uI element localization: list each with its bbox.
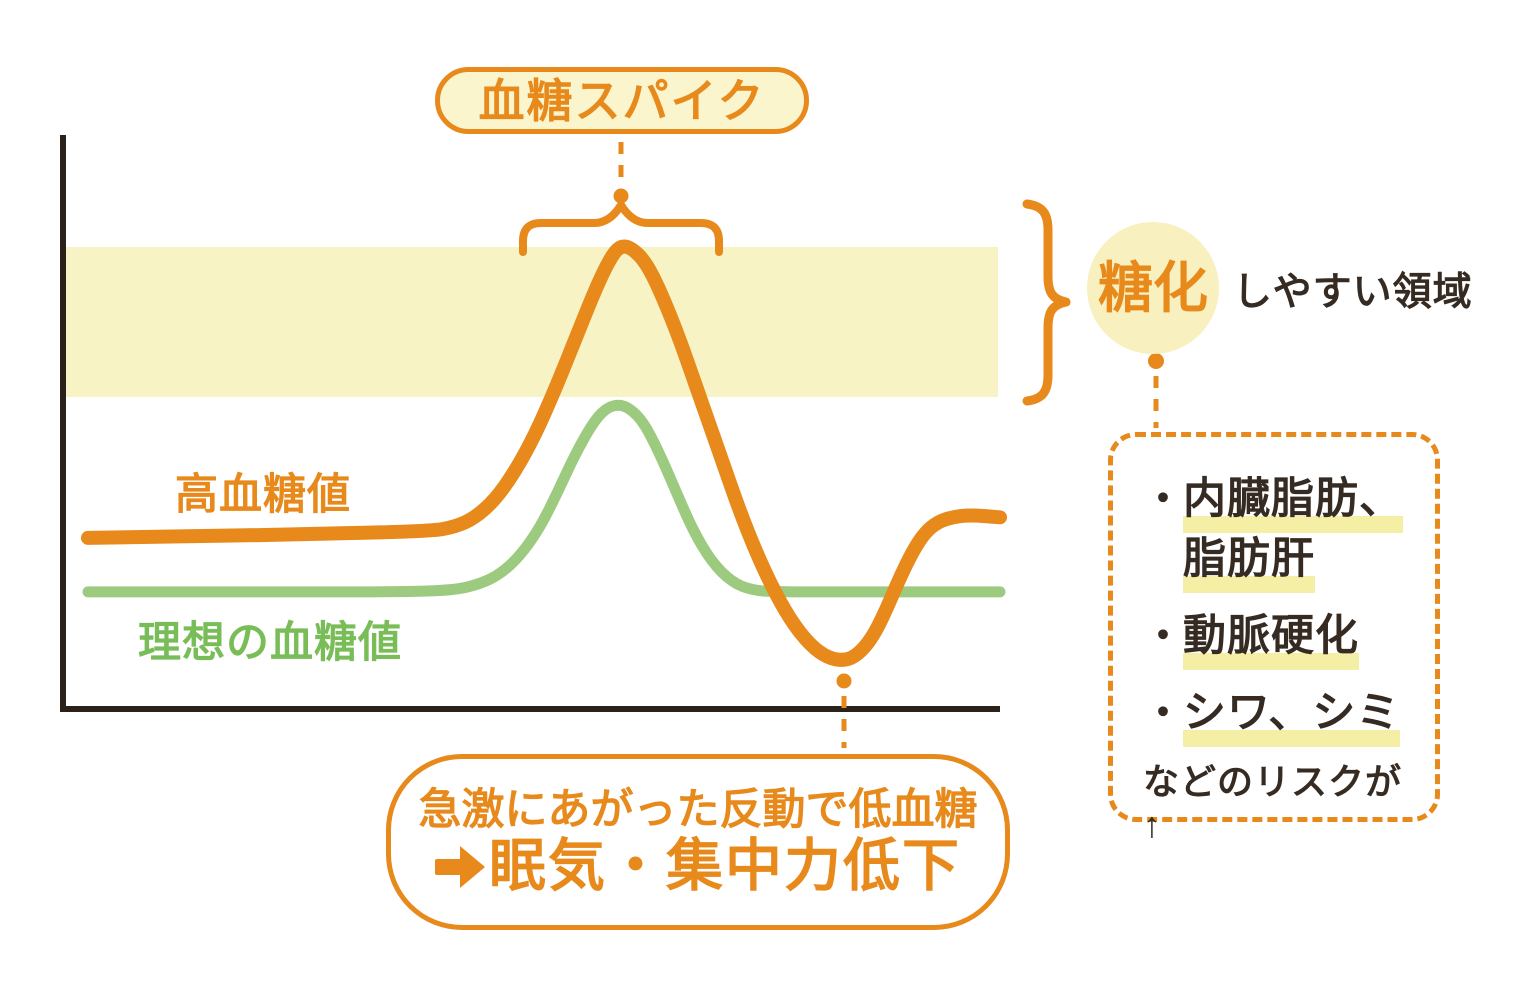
glycation-band <box>66 247 998 397</box>
axes <box>60 135 1000 712</box>
bullet-icon: ・ <box>1143 691 1183 735</box>
glycation-connector-dot <box>1148 353 1164 369</box>
spike-title-bubble: 血糖スパイク <box>435 67 809 134</box>
risk-line: シワ、シミ <box>1183 689 1401 747</box>
trough-connector-dot <box>836 673 852 689</box>
glycation-circle: 糖化 <box>1087 222 1219 354</box>
ideal-glucose-label: 理想の血糖値 <box>138 619 402 667</box>
hypoglycemia-line1: 急激にあがった反動で低血糖 <box>418 785 978 834</box>
risk-line: 内臓脂肪、 <box>1183 475 1403 533</box>
risk-item-text: シワ、シミ <box>1183 683 1401 747</box>
risk-box: ・ 内臓脂肪、 脂肪肝 ・ 動脈硬化 ・ シワ、シミ などのリスクが↑ <box>1108 432 1440 845</box>
hypoglycemia-bubble: 急激にあがった反動で低血糖 眠気・集中力低下 <box>386 754 1010 930</box>
glycation-suffix-label: しやすい領域 <box>1233 271 1473 314</box>
high-glucose-curve <box>81 239 1007 667</box>
risk-footer: などのリスクが↑ <box>1143 761 1403 846</box>
list-item: ・ 動脈硬化 <box>1143 606 1417 670</box>
list-item: ・ 内臓脂肪、 脂肪肝 <box>1143 469 1417 593</box>
high-glucose-label: 高血糖値 <box>175 471 351 519</box>
hypoglycemia-line2: 眠気・集中力低下 <box>435 835 961 898</box>
ideal-glucose-curve <box>82 399 1006 598</box>
risk-line: 脂肪肝 <box>1183 535 1315 593</box>
glycation-circle-label: 糖化 <box>1097 256 1208 319</box>
risk-item-text: 動脈硬化 <box>1183 606 1359 670</box>
title-connector-dot <box>613 188 629 204</box>
risk-line: 動脈硬化 <box>1183 612 1359 670</box>
risk-item-text: 内臓脂肪、 脂肪肝 <box>1183 469 1403 593</box>
right-arrow-icon <box>435 845 485 888</box>
spike-overbrace <box>519 201 723 256</box>
list-item: ・ シワ、シミ <box>1143 683 1417 747</box>
bullet-icon: ・ <box>1143 614 1183 658</box>
band-brace <box>1022 199 1071 406</box>
hypoglycemia-line2-text: 眠気・集中力低下 <box>489 834 961 899</box>
bullet-icon: ・ <box>1143 477 1183 521</box>
spike-title-label: 血糖スパイク <box>478 74 766 127</box>
